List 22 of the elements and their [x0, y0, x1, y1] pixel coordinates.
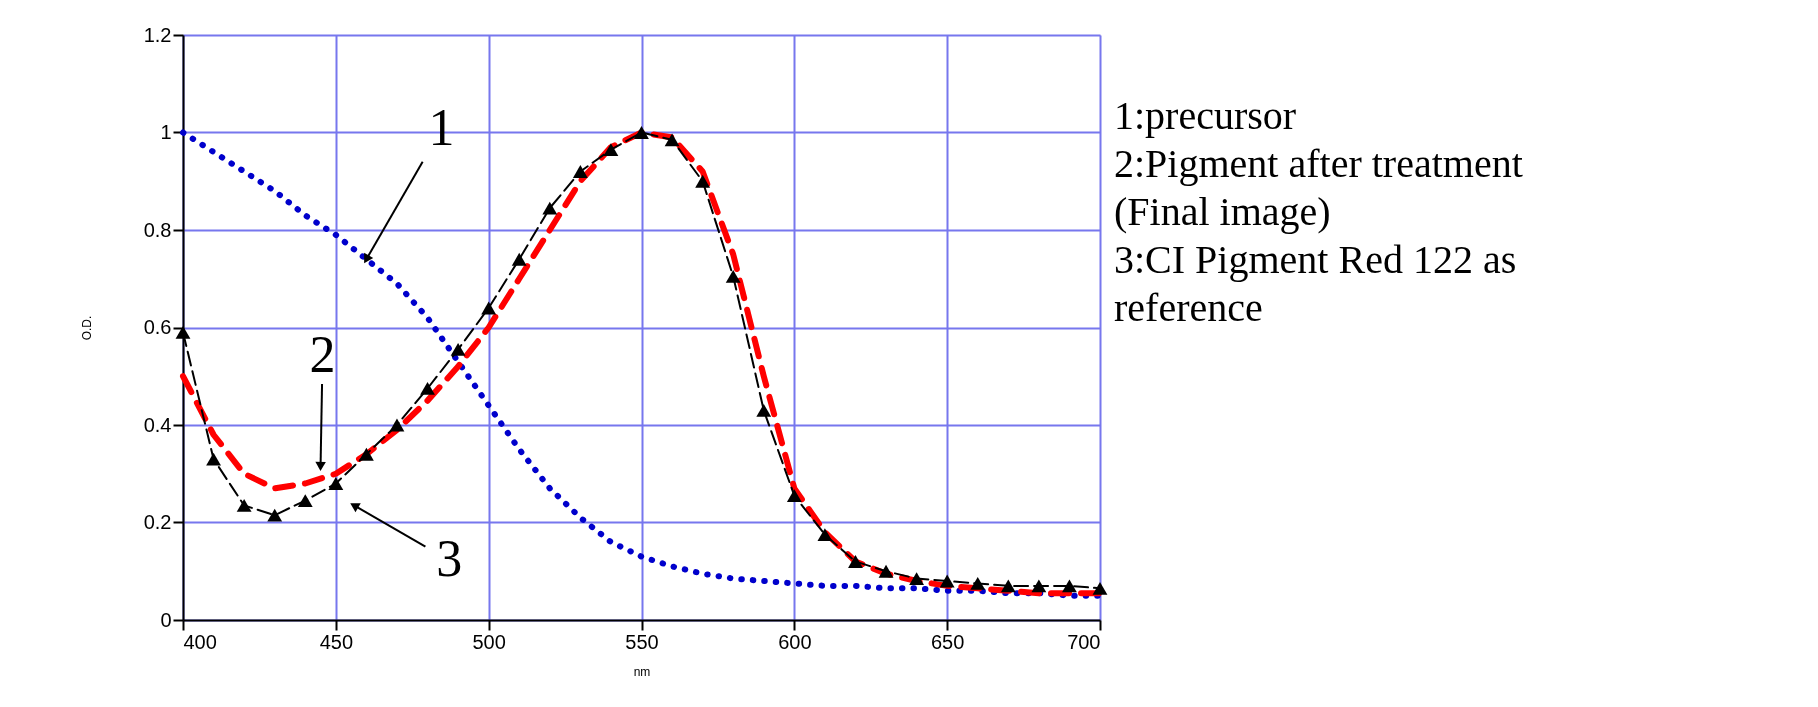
annotation: 2: [309, 326, 336, 384]
annotation: 3: [436, 530, 463, 588]
text: 3:CI Pigment Red 122 as reference: [1114, 237, 1517, 330]
y-tick-label: 1.2: [143, 23, 172, 46]
y-tick-label: 0.8: [143, 218, 172, 241]
x-tick-label: 650: [930, 630, 965, 653]
y-tick-label: 0.4: [143, 413, 172, 436]
y-tick-label: 0: [160, 608, 172, 631]
x-tick-label: 600: [778, 630, 812, 653]
text: 1:precursor: [1114, 93, 1297, 138]
x-axis-title: nm: [633, 664, 651, 679]
annotation: 1: [428, 99, 455, 157]
x-tick-label: 400: [183, 630, 217, 653]
x-tick-label: 500: [472, 630, 506, 653]
y-tick-label: 0.6: [143, 316, 172, 338]
x-tick-label: 450: [319, 630, 354, 653]
x-tick-label: 550: [625, 630, 659, 653]
y-tick-label: 0.2: [143, 511, 172, 533]
y-tick-label: 1: [160, 121, 172, 143]
y-axis-title: O.D.: [79, 315, 94, 341]
x-tick-label: 700: [1067, 630, 1101, 653]
text: 2:Pigment after treatment (Final image): [1114, 141, 1523, 234]
